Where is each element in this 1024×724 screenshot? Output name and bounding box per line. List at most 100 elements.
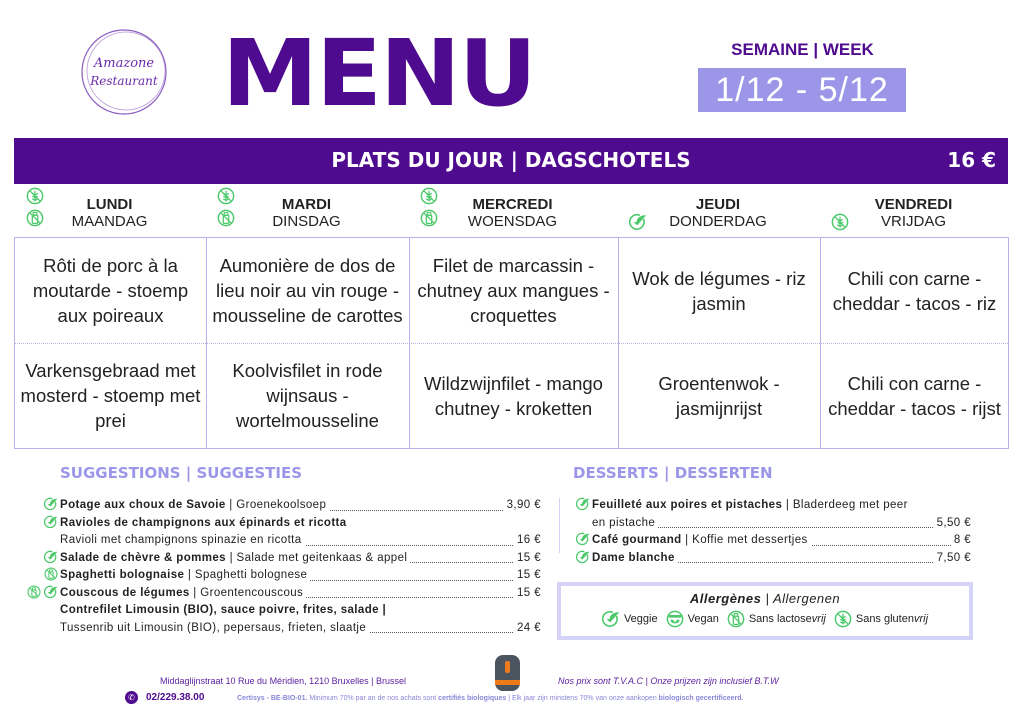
- item-name-nl: | Bladerdeeg met peer: [782, 499, 908, 511]
- cert-text-fr: Minimum 70% par an de nos achats sont: [309, 695, 439, 702]
- cert-text-nl: | Elk jaar zijn minstens 70% van onze aa…: [506, 695, 659, 702]
- daily-dishes-grid: Rôti de porc à la moutarde - stoemp aux …: [14, 237, 1009, 449]
- menu-item-line: Spaghetti bolognaise | Spaghetti bologne…: [44, 567, 541, 585]
- allergen-legend: Allergènes | Allergenen Veggie Vegan Sans …: [557, 582, 973, 640]
- item-price: 5,50 €: [933, 514, 971, 532]
- menu-item-line: en pistache 5,50 €: [592, 514, 971, 532]
- plats-du-jour-banner: PLATS DU JOUR | DAGSCHOTELS 16 €: [14, 138, 1008, 184]
- menu-item-line: Tussenrib uit Limousin (BIO), pepersaus,…: [60, 619, 541, 637]
- menu-item-line: Café gourmand | Koffie met dessertjes 8 €: [575, 532, 971, 550]
- divider: [559, 498, 560, 553]
- day-fr: MERCREDI: [472, 196, 553, 213]
- menu-item-line: Dame blanche 7,50 €: [575, 549, 971, 567]
- veggie-icon: [628, 213, 647, 231]
- dish-fr: Aumonière de dos de lieu noir au vin rou…: [212, 255, 403, 326]
- goodfood-badge: [495, 655, 520, 691]
- lactose-free-icon: [26, 209, 44, 227]
- column-divider: [206, 238, 207, 448]
- item-name-nl: | Spaghetti bolognese: [184, 569, 308, 581]
- cert-bold-nl: biologisch gecertificeerd.: [658, 695, 744, 702]
- gluten-free-icon: [420, 187, 438, 205]
- phone-number[interactable]: 02/229.38.00: [146, 692, 205, 703]
- suggestions-title: SUGGESTIONS | SUGGESTIES: [60, 464, 303, 482]
- day-allergen-icons: [628, 213, 647, 231]
- item-price: 7,50 €: [933, 549, 971, 567]
- day-header-maandag: LUNDI MAANDAG: [14, 196, 205, 230]
- lactose-free-icon: [217, 209, 235, 227]
- page-title: MENU: [222, 20, 537, 127]
- cert-bold-fr: certifiés biologiques: [438, 695, 507, 702]
- lactose-free-icon: [727, 610, 745, 628]
- day-fr: LUNDI: [86, 196, 133, 213]
- legend-label: Sans lactose: [748, 612, 812, 625]
- dot-leader: [592, 562, 971, 563]
- item-name-fr: Couscous de légumes: [60, 586, 190, 599]
- item-price: 15 €: [514, 567, 541, 585]
- svg-text:Amazone: Amazone: [93, 56, 155, 71]
- dish-fr: Wok de légumes - riz jasmin: [632, 267, 806, 314]
- veggie-icon: [43, 585, 58, 599]
- desserts-list: Feuilleté aux poires et pistaches | Blad…: [575, 497, 971, 567]
- gluten-free-icon: [831, 213, 849, 231]
- day-header-donderdag: JEUDI DONDERDAG: [617, 196, 819, 230]
- day-fr: VENDREDI: [874, 196, 953, 213]
- veggie-icon: [575, 497, 590, 511]
- menu-item-line: Contrefilet Limousin (BIO), sauce poivre…: [60, 602, 541, 620]
- legend-item: Sans glutenvrij: [834, 610, 928, 628]
- item-name-fr: Dame blanche: [592, 551, 675, 564]
- vegan-icon: [666, 610, 684, 628]
- item-name-fr: Spaghetti bolognaise: [60, 569, 185, 581]
- dish-nl: Varkensgebraad met mosterd - stoemp met …: [20, 360, 201, 431]
- item-name-fr: Feuilleté aux poires et pistaches: [592, 499, 783, 511]
- column-divider: [409, 238, 410, 448]
- gluten-free-icon: [834, 610, 852, 628]
- day-header-vrijdag: VENDREDI VRIJDAG: [819, 196, 1008, 230]
- menu-item-line: Ravioles de champignons aux épinards et …: [43, 515, 541, 533]
- day-nl: WOENSDAG: [467, 213, 558, 230]
- day-nl: DONDERDAG: [669, 213, 767, 230]
- day-allergen-icons: [420, 187, 438, 227]
- day-fr: JEUDI: [695, 196, 741, 213]
- menu-item-line: Feuilleté aux poires et pistaches | Blad…: [575, 497, 971, 515]
- day-allergen-icons: [26, 187, 44, 227]
- menu-item-line: Salade de chèvre & pommes | Salade met g…: [43, 549, 541, 567]
- item-price: 15 €: [514, 584, 541, 602]
- legend-title-fr: Allergènes: [689, 591, 762, 606]
- legend-item: Vegan: [666, 610, 719, 628]
- address: Middaglijnstraat 10 Rue du Méridien, 121…: [160, 676, 406, 686]
- item-name-nl: | Salade met geitenkaas & appel: [225, 551, 408, 564]
- item-price: 24 €: [514, 619, 541, 637]
- svg-text:Restaurant: Restaurant: [89, 74, 158, 88]
- plats-title: PLATS DU JOUR | DAGSCHOTELS: [331, 148, 691, 172]
- veggie-icon: [43, 550, 58, 564]
- item-name-nl: Tussenrib uit Limousin (BIO), pepersaus,…: [60, 621, 367, 634]
- dish-nl: Koolvisfilet in rode wijnsaus - wortelmo…: [232, 360, 383, 431]
- column-divider: [618, 238, 619, 448]
- item-name-fr: Salade de chèvre & pommes: [60, 551, 226, 564]
- dish-fr: Rôti de porc à la moutarde - stoemp aux …: [32, 255, 189, 326]
- day-header-dinsdag: MARDI DINSDAG: [205, 196, 408, 230]
- legend-title-nl: | Allergenen: [761, 591, 841, 606]
- gluten-free-icon: [26, 187, 44, 205]
- week-range: 1/12 - 5/12: [698, 68, 906, 112]
- gluten-free-icon: [217, 187, 235, 205]
- veggie-icon: [601, 610, 620, 628]
- restaurant-logo: Amazone Restaurant: [68, 22, 180, 122]
- legend-label: Vegan: [687, 612, 719, 625]
- veggie-icon: [43, 515, 58, 529]
- column-divider: [820, 238, 821, 448]
- item-price: 16 €: [514, 532, 541, 550]
- certification-note: Certisys - BE-BIO-01. Minimum 70% par an…: [237, 695, 743, 702]
- day-nl: MAANDAG: [71, 213, 148, 230]
- dot-leader: [592, 527, 971, 528]
- veggie-icon: [575, 550, 590, 564]
- legend-item: Veggie: [601, 610, 658, 628]
- week-label: SEMAINE | WEEK: [731, 40, 874, 59]
- veggie-icon: [575, 532, 590, 546]
- day-allergen-icons: [217, 187, 235, 227]
- day-header-woensdag: MERCREDI WOENSDAG: [408, 196, 617, 230]
- item-name-nl: | Groenekoolsoep: [225, 499, 327, 511]
- item-price: 8 €: [950, 532, 971, 550]
- legend-label: Sans gluten: [855, 612, 914, 625]
- cert-id: Certisys - BE-BIO-01.: [237, 695, 308, 702]
